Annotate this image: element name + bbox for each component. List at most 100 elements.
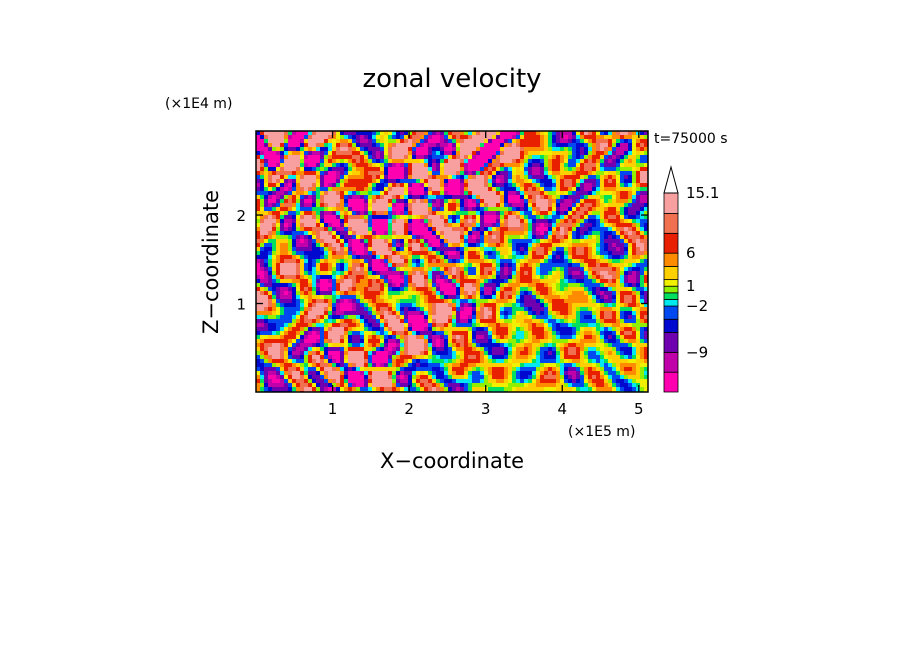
- heatmap-cell: [340, 239, 345, 244]
- heatmap-cell: [564, 247, 569, 252]
- heatmap-cell: [476, 187, 481, 192]
- heatmap-cell: [524, 195, 529, 200]
- heatmap-cell: [368, 215, 373, 220]
- heatmap-cell: [284, 295, 289, 300]
- heatmap-cell: [468, 287, 473, 292]
- heatmap-cell: [384, 223, 389, 228]
- heatmap-cell: [264, 295, 269, 300]
- heatmap-cell: [576, 219, 581, 224]
- heatmap-cell: [472, 223, 477, 228]
- heatmap-cell: [456, 331, 461, 336]
- heatmap-cell: [392, 263, 397, 268]
- heatmap-cell: [588, 155, 593, 160]
- heatmap-cell: [604, 203, 609, 208]
- heatmap-cell: [516, 187, 521, 192]
- heatmap-cell: [540, 163, 545, 168]
- heatmap-cell: [548, 307, 553, 312]
- heatmap-cell: [288, 319, 293, 324]
- heatmap-cell: [516, 147, 521, 152]
- heatmap-cell: [428, 147, 433, 152]
- heatmap-cell: [288, 235, 293, 240]
- heatmap-cell: [280, 143, 285, 148]
- heatmap-cell: [284, 331, 289, 336]
- heatmap-cell: [376, 223, 381, 228]
- heatmap-cell: [472, 307, 477, 312]
- heatmap-cell: [640, 175, 645, 180]
- heatmap-cell: [576, 331, 581, 336]
- heatmap-cell: [576, 215, 581, 220]
- heatmap-cell: [476, 211, 481, 216]
- heatmap-cell: [580, 283, 585, 288]
- heatmap-cell: [264, 175, 269, 180]
- heatmap-cell: [520, 207, 525, 212]
- heatmap-cell: [456, 327, 461, 332]
- heatmap-cell: [516, 191, 521, 196]
- heatmap-cell: [616, 203, 621, 208]
- heatmap-cell: [472, 211, 477, 216]
- heatmap-cell: [644, 235, 649, 240]
- heatmap-cell: [400, 295, 405, 300]
- heatmap-cell: [436, 235, 441, 240]
- heatmap-cell: [408, 283, 413, 288]
- heatmap-cell: [264, 303, 269, 308]
- heatmap-cell: [604, 155, 609, 160]
- heatmap-cell: [600, 271, 605, 276]
- heatmap-cell: [628, 267, 633, 272]
- heatmap-cell: [312, 291, 317, 296]
- heatmap-cell: [608, 143, 613, 148]
- heatmap-cell: [464, 135, 469, 140]
- heatmap-cell: [532, 159, 537, 164]
- heatmap-cell: [544, 279, 549, 284]
- heatmap-cell: [496, 167, 501, 172]
- heatmap-cell: [456, 311, 461, 316]
- heatmap-cell: [304, 143, 309, 148]
- heatmap-cell: [420, 131, 425, 136]
- heatmap-cell: [308, 259, 313, 264]
- heatmap-cell: [528, 223, 533, 228]
- heatmap-cell: [368, 255, 373, 260]
- heatmap-cell: [384, 323, 389, 328]
- heatmap-cell: [424, 259, 429, 264]
- heatmap-cell: [356, 195, 361, 200]
- heatmap-cell: [496, 315, 501, 320]
- heatmap-cell: [536, 139, 541, 144]
- heatmap-cell: [560, 323, 565, 328]
- heatmap-cell: [372, 171, 377, 176]
- heatmap-cell: [640, 163, 645, 168]
- heatmap-cell: [344, 163, 349, 168]
- heatmap-cell: [444, 163, 449, 168]
- heatmap-cell: [436, 327, 441, 332]
- heatmap-cell: [640, 219, 645, 224]
- heatmap-cell: [308, 167, 313, 172]
- heatmap-cell: [468, 159, 473, 164]
- heatmap-cell: [488, 331, 493, 336]
- heatmap-cell: [260, 231, 265, 236]
- heatmap-cell: [308, 323, 313, 328]
- heatmap-cell: [440, 163, 445, 168]
- heatmap-cell: [380, 271, 385, 276]
- heatmap-cell: [316, 167, 321, 172]
- heatmap-cell: [556, 223, 561, 228]
- heatmap-cell: [408, 163, 413, 168]
- heatmap-cell: [532, 291, 537, 296]
- heatmap-cell: [352, 323, 357, 328]
- heatmap-cell: [544, 311, 549, 316]
- heatmap-cell: [424, 219, 429, 224]
- heatmap-cell: [372, 283, 377, 288]
- heatmap-cell: [400, 243, 405, 248]
- heatmap-cell: [388, 307, 393, 312]
- heatmap-cell: [376, 131, 381, 136]
- heatmap-cell: [412, 307, 417, 312]
- heatmap-cell: [284, 211, 289, 216]
- heatmap-cell: [600, 139, 605, 144]
- heatmap-cell: [564, 131, 569, 136]
- heatmap-cell: [492, 279, 497, 284]
- heatmap-cell: [504, 255, 509, 260]
- heatmap-cell: [628, 315, 633, 320]
- heatmap-cell: [388, 275, 393, 280]
- heatmap-cell: [432, 299, 437, 304]
- heatmap-cell: [500, 311, 505, 316]
- heatmap-cell: [436, 195, 441, 200]
- heatmap-cell: [376, 211, 381, 216]
- heatmap-cell: [392, 323, 397, 328]
